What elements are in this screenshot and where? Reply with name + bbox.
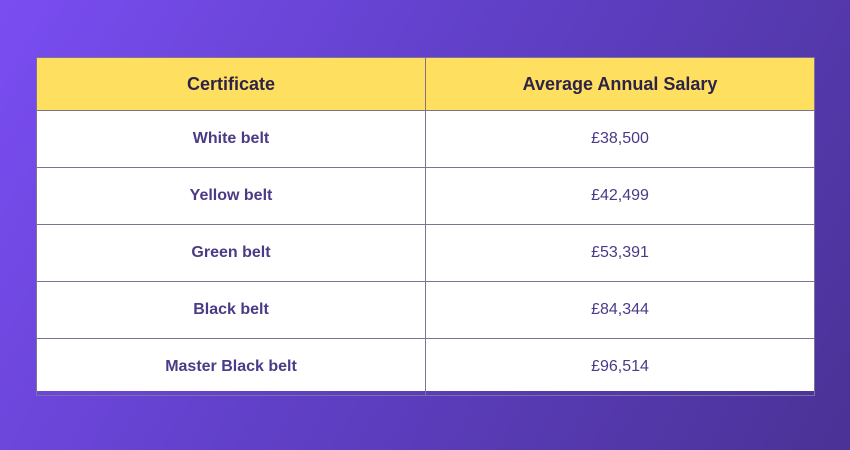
table-row: Black belt £84,344 xyxy=(36,281,815,339)
salary-cell: £96,514 xyxy=(425,338,815,396)
column-header-certificate: Certificate xyxy=(36,57,426,111)
table-header-row: Certificate Average Annual Salary xyxy=(36,57,815,111)
table-row: Yellow belt £42,499 xyxy=(36,167,815,225)
certificate-cell: Yellow belt xyxy=(36,167,426,225)
column-header-average-annual-salary: Average Annual Salary xyxy=(425,57,815,111)
certificate-cell: Green belt xyxy=(36,224,426,282)
certificate-cell: Black belt xyxy=(36,281,426,339)
certificate-cell: White belt xyxy=(36,110,426,168)
salary-cell: £53,391 xyxy=(425,224,815,282)
salary-table: Certificate Average Annual Salary White … xyxy=(36,57,815,396)
salary-cell: £42,499 xyxy=(425,167,815,225)
table-row: Green belt £53,391 xyxy=(36,224,815,282)
salary-cell: £38,500 xyxy=(425,110,815,168)
salary-cell: £84,344 xyxy=(425,281,815,339)
table-row: White belt £38,500 xyxy=(36,110,815,168)
table-row: Master Black belt £96,514 xyxy=(36,338,815,396)
certificate-cell: Master Black belt xyxy=(36,338,426,396)
salary-table-container: Certificate Average Annual Salary White … xyxy=(36,57,815,396)
